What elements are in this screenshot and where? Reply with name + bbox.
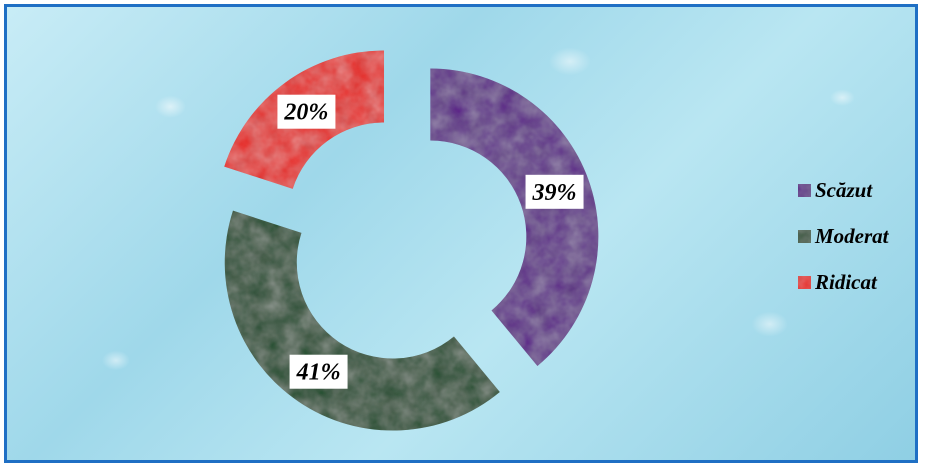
slice-label-box: [525, 174, 584, 209]
slice-label: 39%: [532, 180, 577, 206]
legend-swatch: [798, 230, 811, 243]
legend-label: Scăzut: [815, 178, 873, 202]
legend-label: Ridicat: [814, 270, 878, 294]
legend-label: Moderat: [814, 224, 890, 248]
legend-swatch: [798, 184, 811, 197]
slice-label: 41%: [296, 360, 341, 386]
legend-swatch: [798, 276, 811, 289]
legend: Scăzut Moderat Ridicat: [798, 178, 890, 294]
slice-moderat: [224, 210, 500, 431]
slice-label-box: [277, 94, 336, 129]
slice-labels: 39% 41% 20%: [277, 94, 584, 389]
slice-label: 20%: [283, 100, 328, 126]
slice-scazut: [430, 68, 599, 366]
slice-label-box: [289, 354, 348, 389]
